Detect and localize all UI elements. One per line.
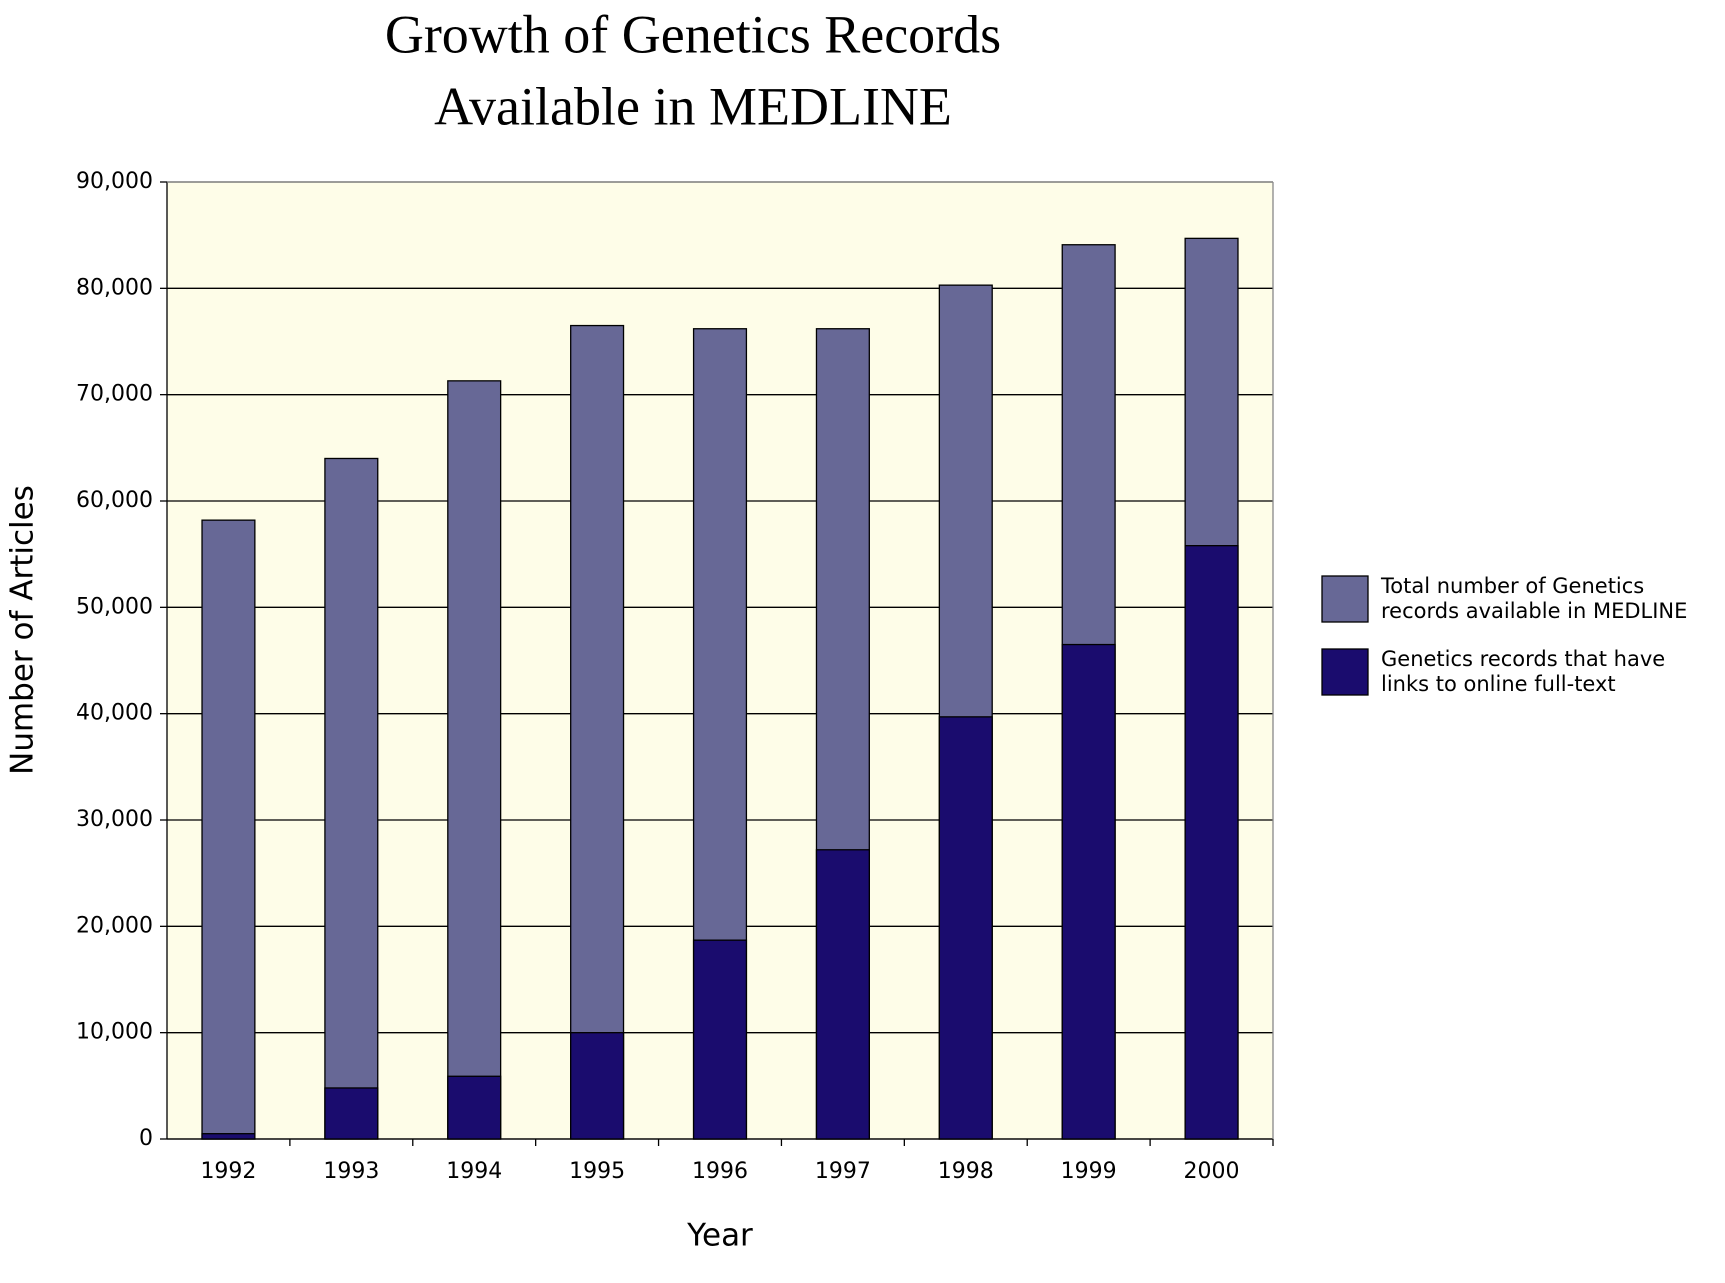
bar — [324, 457, 379, 1140]
bar — [938, 716, 993, 1140]
bar — [570, 1032, 625, 1140]
legend-label: records available in MEDLINE — [1381, 599, 1687, 623]
x-tick-label: 1997 — [815, 1159, 871, 1184]
bar — [447, 1075, 502, 1140]
y-tick-label: 70,000 — [76, 382, 153, 407]
x-tick-label: 1992 — [200, 1159, 256, 1184]
y-tick-label: 40,000 — [76, 701, 153, 726]
bar — [201, 519, 256, 1140]
bar — [324, 1087, 379, 1140]
chart-title: Growth of Genetics Records — [385, 4, 1001, 64]
y-tick-label: 30,000 — [76, 807, 153, 832]
x-tick-label: 1998 — [938, 1159, 994, 1184]
bar — [1061, 643, 1116, 1140]
x-tick-label: 1996 — [692, 1159, 748, 1184]
legend-label: Genetics records that have — [1381, 647, 1665, 671]
y-tick-label: 20,000 — [76, 913, 153, 938]
x-tick-label: 1999 — [1061, 1159, 1117, 1184]
bar — [570, 324, 625, 1140]
y-tick-label: 90,000 — [76, 169, 153, 194]
x-tick-label: 1993 — [323, 1159, 379, 1184]
y-axis-title: Number of Articles — [5, 485, 41, 775]
legend-swatch — [1321, 648, 1369, 696]
x-axis-title: Year — [686, 1218, 753, 1254]
bar — [447, 380, 502, 1140]
y-tick-label: 60,000 — [76, 488, 153, 513]
bar — [815, 849, 870, 1140]
bar — [201, 1133, 256, 1140]
y-tick-label: 0 — [139, 1126, 153, 1151]
y-tick-label: 50,000 — [76, 594, 153, 619]
y-tick-label: 10,000 — [76, 1020, 153, 1045]
legend-swatch — [1321, 575, 1369, 623]
x-tick-label: 1995 — [569, 1159, 625, 1184]
legend-label: links to online full-text — [1381, 672, 1616, 696]
bar — [692, 939, 748, 1140]
legend-label: Total number of Genetics — [1380, 574, 1644, 598]
x-tick-label: 2000 — [1184, 1159, 1240, 1184]
chart-title: Available in MEDLINE — [434, 76, 952, 136]
bar — [1184, 545, 1239, 1140]
x-tick-label: 1994 — [446, 1159, 502, 1184]
y-tick-label: 80,000 — [76, 275, 153, 300]
